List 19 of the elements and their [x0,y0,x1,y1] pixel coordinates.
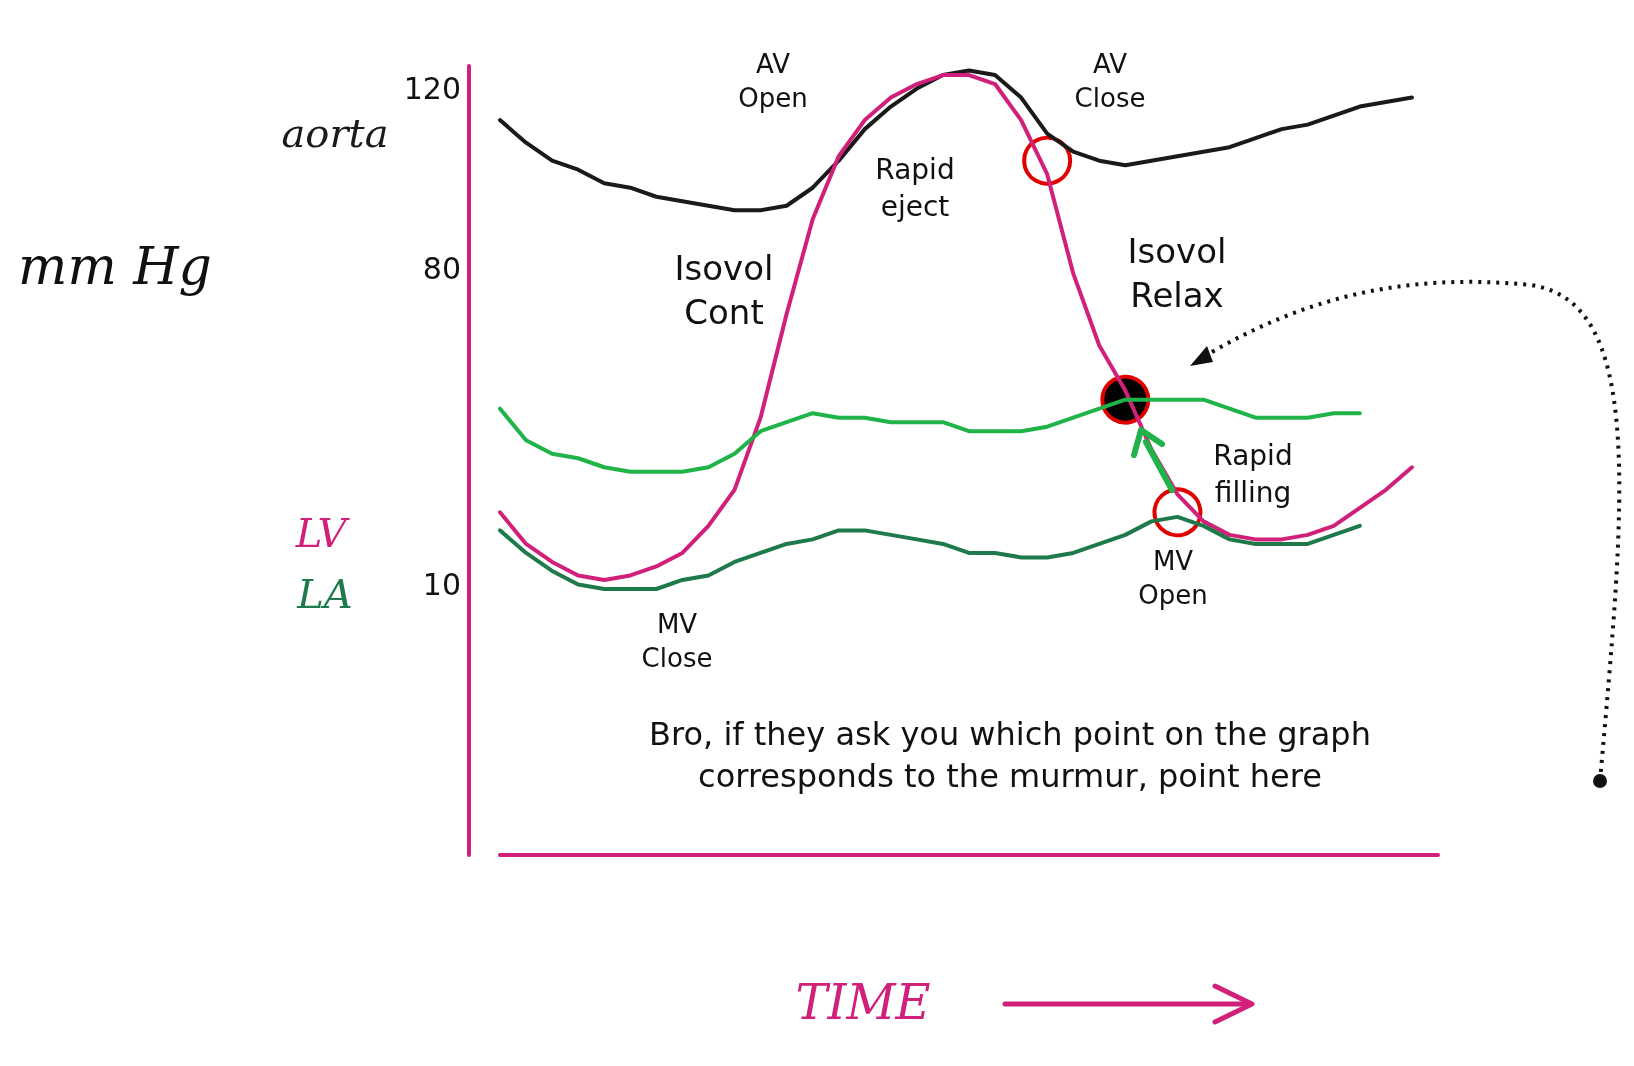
text: LA [296,571,353,617]
line-series [498,73,1414,582]
y-tick-label: 120 [403,71,461,107]
annotation: Bro, if they ask you which point on the graph corresponds to the murmur, point here [649,715,1371,795]
annotation: AV Open [738,49,808,113]
text: aorta [281,110,389,156]
line-series [498,397,1362,474]
annotation: MV Open [1138,546,1208,610]
y-tick-label: 10 [422,566,461,602]
annotation: Isovol Relax [1127,230,1227,316]
y-tick-label: 80 [422,251,461,287]
y-axis-title: mm Hg [18,236,212,296]
annotation: Rapid eject [875,153,955,223]
annotation: Rapid filling [1213,439,1293,509]
annotation: MV Close [641,609,713,673]
x-axis-title: TIME [795,974,931,1030]
annotation: AV Close [1074,49,1146,113]
annotation: Isovol Cont [674,247,774,333]
text: LV [294,510,351,556]
